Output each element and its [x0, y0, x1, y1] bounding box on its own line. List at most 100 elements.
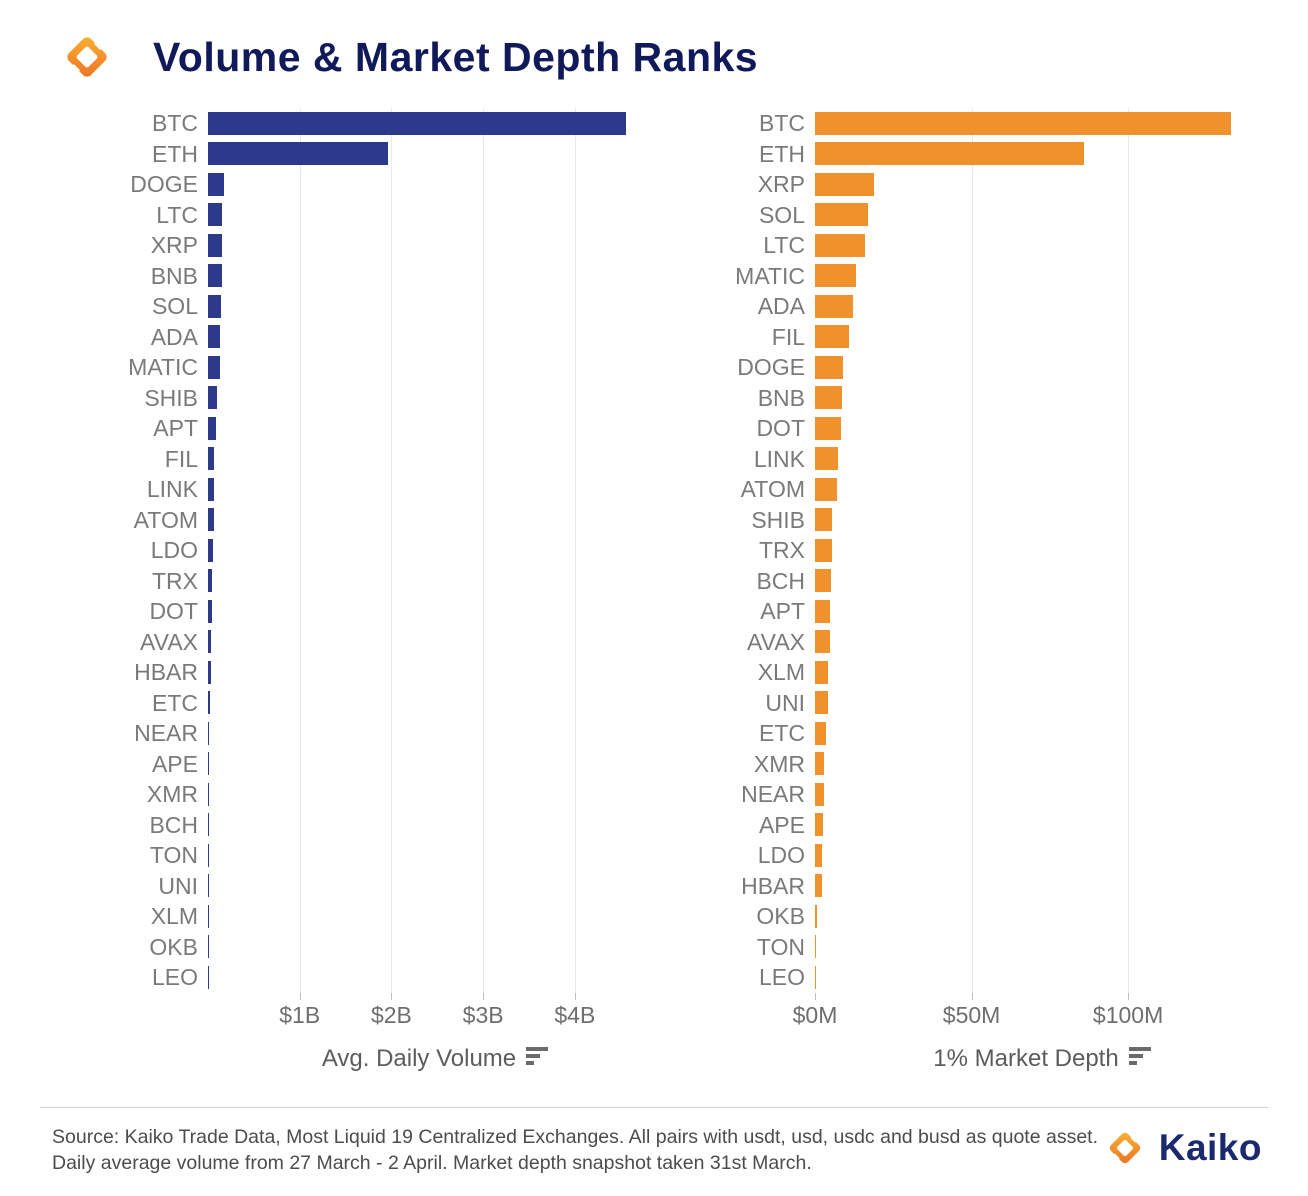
gridline	[299, 108, 301, 993]
bar-row-matic	[208, 352, 662, 383]
sort-descending-icon	[1128, 1046, 1151, 1068]
bar-ton	[208, 843, 209, 867]
bar-bch	[208, 813, 210, 836]
category-label-bch: BCH	[149, 811, 198, 838]
bar-sol	[815, 203, 869, 226]
depth-chart-x-axis: $0M $50M $100M	[793, 992, 1269, 1035]
category-label-leo: LEO	[758, 964, 805, 990]
bar-row-shib	[208, 383, 662, 414]
axis-tick-label: $1B	[279, 1001, 321, 1028]
category-label-shib: SHIB	[144, 384, 198, 411]
bar-row-btc	[815, 108, 1269, 139]
category-label-okb: OKB	[149, 933, 198, 960]
bar-row-link	[208, 474, 662, 505]
category-label-ldo: LDO	[757, 842, 805, 868]
category-label-matic: MATIC	[128, 354, 198, 380]
bar-row-etc	[208, 688, 662, 719]
axis-tick-mark	[971, 992, 973, 1000]
bar-link	[208, 477, 214, 501]
bar-okb	[208, 935, 209, 958]
category-label-ada: ADA	[757, 293, 805, 319]
bar-row-link	[815, 444, 1269, 475]
bar-row-xmr	[208, 779, 662, 810]
category-label-eth: ETH	[152, 140, 198, 167]
category-label-sol: SOL	[151, 293, 198, 319]
bar-sol	[208, 294, 222, 318]
category-label-apt: APT	[153, 415, 198, 441]
bar-trx	[815, 538, 832, 562]
brand-wordmark: Kaiko	[1158, 1127, 1262, 1168]
sort-descending-icon	[526, 1046, 549, 1068]
category-label-ape: APE	[151, 750, 198, 777]
category-label-eth: ETH	[759, 140, 805, 167]
category-label-shib: SHIB	[751, 506, 805, 533]
bar-row-xrp	[815, 169, 1269, 200]
bar-ada	[208, 325, 221, 348]
bar-okb	[815, 904, 817, 928]
bar-shib	[208, 386, 218, 409]
bar-row-xlm	[208, 901, 662, 932]
bar-row-avax	[208, 627, 662, 658]
bar-xlm	[208, 904, 209, 928]
category-label-doge: DOGE	[737, 354, 805, 380]
category-label-near: NEAR	[741, 781, 805, 807]
bar-row-ldo	[208, 535, 662, 566]
bar-xlm	[815, 660, 829, 684]
bar-row-matic	[815, 261, 1269, 292]
bar-row-doge	[815, 352, 1269, 383]
gridline	[574, 108, 576, 993]
bar-row-trx	[208, 566, 662, 597]
category-label-btc: BTC	[759, 110, 805, 136]
bar-row-atom	[208, 505, 662, 536]
axis-tick-mark	[574, 992, 576, 1000]
bar-row-ada	[815, 291, 1269, 322]
category-label-ton: TON	[149, 842, 198, 868]
bar-row-ton	[208, 840, 662, 871]
bar-link	[815, 447, 839, 470]
bar-avax	[208, 630, 212, 653]
bar-dot	[208, 599, 212, 623]
bar-leo	[208, 965, 209, 989]
axis-tick-label: $0M	[792, 1001, 838, 1028]
category-label-xlm: XLM	[150, 903, 198, 929]
category-label-dot: DOT	[149, 598, 198, 624]
axis-tick-label: $3B	[462, 1001, 504, 1028]
bar-eth	[208, 142, 388, 165]
category-label-link: LINK	[146, 476, 198, 502]
source-text-line1: Source: Kaiko Trade Data, Most Liquid 19…	[52, 1126, 1099, 1148]
gridline	[391, 108, 393, 993]
depth-chart: BTC ETH XRP SOL LTC MATIC ADA FIL DOGE BNB DOT LINK…	[615, 108, 1269, 1073]
bar-matic	[208, 355, 220, 379]
bar-xrp	[815, 172, 875, 196]
bar-etc	[208, 691, 210, 714]
bar-apt	[815, 599, 831, 623]
bar-row-xrp	[208, 230, 662, 261]
bar-row-dot	[208, 596, 662, 627]
category-label-doge: DOGE	[130, 171, 198, 197]
category-label-atom: ATOM	[133, 506, 198, 533]
bar-row-uni	[208, 871, 662, 902]
volume-axis-title-text: Avg. Daily Volume	[321, 1044, 517, 1072]
axis-tick-label: $2B	[370, 1001, 412, 1028]
bar-row-avax	[815, 627, 1269, 658]
category-label-xmr: XMR	[753, 750, 805, 777]
gridline	[971, 108, 973, 993]
category-label-ltc: LTC	[763, 232, 805, 258]
bar-row-dot	[815, 413, 1269, 444]
bar-ton	[815, 935, 817, 958]
bar-atom	[208, 508, 214, 531]
bar-row-xmr	[815, 749, 1269, 780]
bar-row-uni	[815, 688, 1269, 719]
bar-row-bch	[815, 566, 1269, 597]
category-label-okb: OKB	[756, 903, 805, 929]
category-label-fil: FIL	[771, 323, 805, 350]
footer-divider	[40, 1107, 1268, 1108]
bar-etc	[815, 721, 826, 745]
bar-ldo	[208, 538, 213, 562]
bar-row-sol	[815, 200, 1269, 231]
bar-bnb	[208, 264, 222, 287]
axis-tick-label: $50M	[942, 1001, 1001, 1028]
depth-chart-category-labels: BTC ETH XRP SOL LTC MATIC ADA FIL DOGE BNB DOT LINK…	[615, 108, 815, 993]
bar-row-btc	[208, 108, 662, 139]
bar-atom	[815, 477, 838, 501]
